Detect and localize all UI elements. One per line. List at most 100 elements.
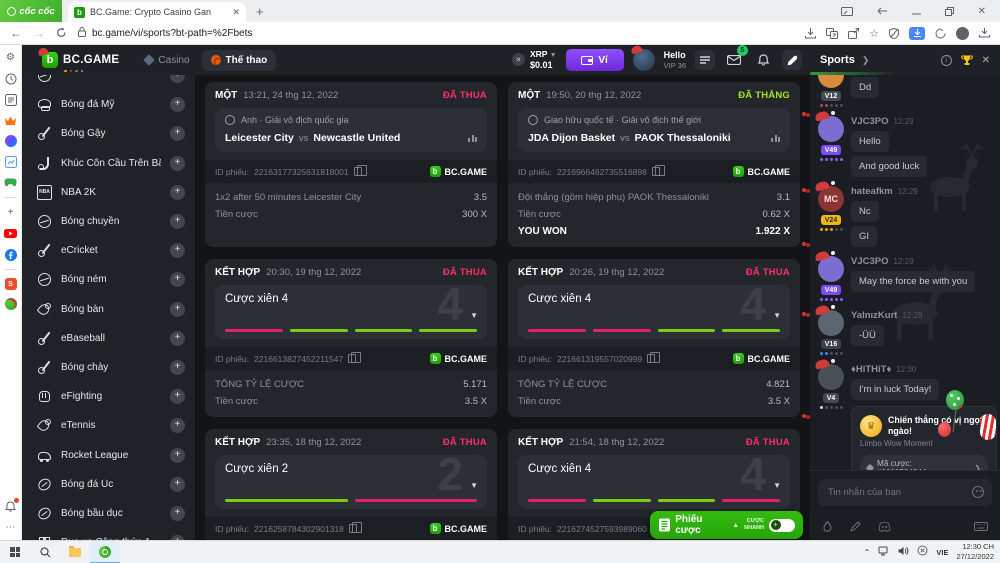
bet-list-icon[interactable] <box>695 50 715 70</box>
back-icon[interactable]: ← <box>10 26 22 40</box>
profile-avatar-icon[interactable] <box>956 26 969 40</box>
volume-icon[interactable] <box>898 543 909 561</box>
sidebar-sport-item[interactable]: eCricket + <box>22 236 195 265</box>
tab-close-icon[interactable]: ✕ <box>232 6 240 17</box>
newsfeed-icon[interactable] <box>4 93 17 106</box>
settings-gear-icon[interactable]: ⚙ <box>6 52 15 63</box>
expand-plus-button[interactable]: + <box>170 447 185 463</box>
chat-avatar[interactable] <box>818 111 844 142</box>
window-close-icon[interactable]: ✕ <box>977 5 986 17</box>
currency-selector[interactable]: ✕ XRP ▼ $0.01 <box>511 49 557 70</box>
chevron-down-icon[interactable]: ▼ <box>773 481 781 490</box>
rewards-crown-icon[interactable] <box>4 114 17 127</box>
chat-avatar[interactable] <box>818 305 844 336</box>
chat-message-input[interactable] <box>818 479 992 506</box>
watermelon-app-icon[interactable] <box>4 298 17 310</box>
quick-bet-toggle[interactable] <box>769 518 795 532</box>
expand-plus-button[interactable]: + <box>170 535 185 540</box>
copy-icon[interactable] <box>651 165 665 176</box>
url-field[interactable]: bc.game/vi/sports?bt-path=%2Fbets <box>78 24 794 42</box>
bookmark-star-icon[interactable]: ☆ <box>869 27 879 40</box>
youtube-icon[interactable] <box>4 227 17 240</box>
info-icon[interactable]: i <box>940 54 952 66</box>
save-page-icon[interactable] <box>805 27 817 39</box>
expand-plus-button[interactable]: + <box>170 359 185 375</box>
taskbar-clock[interactable]: 12:30 CH 27/12/2022 <box>956 542 994 561</box>
chat-avatar[interactable] <box>818 359 844 390</box>
nav-sports[interactable]: Thế thao <box>201 49 277 71</box>
tray-app-icon[interactable] <box>917 543 928 561</box>
sidebar-sport-item[interactable]: Rocket League + <box>22 440 195 469</box>
shield-icon[interactable] <box>889 27 899 39</box>
translate-icon[interactable] <box>826 27 839 39</box>
copy-icon[interactable] <box>348 522 362 533</box>
new-tab-button[interactable]: + <box>256 4 264 19</box>
chat-username[interactable]: hateafkm <box>851 186 893 197</box>
download-active-icon[interactable] <box>909 26 925 40</box>
betslip-button[interactable]: Phiếu cược ▲ CƯỢC NHANH <box>650 511 803 539</box>
discord-icon[interactable] <box>878 521 891 532</box>
messenger-icon[interactable] <box>4 135 17 147</box>
start-button[interactable] <box>0 541 30 563</box>
expand-plus-button[interactable]: + <box>170 97 185 113</box>
wallet-button[interactable]: Ví <box>565 49 624 71</box>
expand-plus-button[interactable]: + <box>170 476 185 492</box>
chat-username[interactable]: ♦HiTHiT♦ <box>851 364 892 375</box>
network-icon[interactable] <box>878 543 890 561</box>
chevron-right-icon[interactable]: ❯ <box>861 54 870 65</box>
sidebar-sport-item[interactable]: Khúc Côn Cầu Trên Băng + <box>22 149 195 178</box>
expand-plus-button[interactable]: + <box>170 184 185 200</box>
sidebar-sport-item[interactable]: NBA NBA 2K + <box>22 178 195 207</box>
chevron-down-icon[interactable]: ▼ <box>470 311 478 320</box>
combo-info[interactable]: Cược xiên 2 2 ▼ <box>215 449 487 509</box>
combo-info[interactable]: Cược xiên 4 4 ▼ <box>518 279 790 339</box>
chat-close-icon[interactable]: ✕ <box>981 54 990 66</box>
coccoc-taskbar-icon[interactable] <box>90 540 120 563</box>
language-indicator[interactable]: VIE <box>936 547 949 557</box>
mail-icon[interactable]: 5 <box>724 45 748 70</box>
expand-plus-button[interactable]: + <box>170 505 185 521</box>
chevron-down-icon[interactable]: ▼ <box>470 481 478 490</box>
add-shortcut-icon[interactable]: + <box>7 207 14 218</box>
rain-feature-icon[interactable] <box>822 521 833 532</box>
expand-plus-button[interactable]: + <box>170 389 185 405</box>
share-icon[interactable] <box>848 27 860 39</box>
nav-casino[interactable]: Casino <box>143 54 190 66</box>
combo-info[interactable]: Cược xiên 4 4 ▼ <box>215 279 487 339</box>
downloads-tray-icon[interactable] <box>979 28 990 38</box>
match-info[interactable]: Giao hữu quốc tế · Giải vô địch thế giới… <box>518 108 790 152</box>
browser-tab[interactable]: b BC.Game: Crypto Casino Gan ✕ <box>68 2 246 22</box>
file-explorer-icon[interactable] <box>60 541 90 563</box>
tray-expand-icon[interactable]: ⌃ <box>863 547 871 557</box>
tab-media-icon[interactable] <box>840 6 853 16</box>
sidebar-sport-item[interactable]: Đua xe Công thức 1 + <box>22 528 195 540</box>
history-icon[interactable] <box>4 72 17 85</box>
tab-search-icon[interactable] <box>877 7 888 15</box>
expand-plus-button[interactable]: + <box>170 126 185 142</box>
taskbar-search-icon[interactable] <box>30 541 60 563</box>
copy-icon[interactable] <box>348 352 362 363</box>
notifications-bell-icon[interactable] <box>4 498 19 513</box>
sidebar-sport-item[interactable]: Bóng Gậy + <box>22 119 195 148</box>
sidebar-sport-item[interactable]: Bóng đá Mỹ + <box>22 90 195 119</box>
sidebar-sport-item[interactable]: eTennis + <box>22 411 195 440</box>
match-info[interactable]: Anh · Giải vô địch quốc gia Leicester Ci… <box>215 108 487 152</box>
keyboard-icon[interactable] <box>974 522 988 531</box>
chat-username[interactable]: YalnızKurt <box>851 310 898 321</box>
expand-plus-button[interactable]: + <box>170 243 185 259</box>
charts-app-icon[interactable] <box>4 155 17 168</box>
notifications-bell-icon[interactable] <box>753 50 773 70</box>
window-minimize-icon[interactable] <box>911 7 921 16</box>
sidebar-sport-item[interactable]: + <box>22 75 195 90</box>
sidebar-sport-item[interactable]: Bóng chuyền + <box>22 207 195 236</box>
sidebar-sport-item[interactable]: Bóng bầu dục + <box>22 499 195 528</box>
chevron-down-icon[interactable]: ▼ <box>773 311 781 320</box>
copy-icon[interactable] <box>353 165 367 176</box>
stats-chart-icon[interactable] <box>771 134 780 142</box>
facebook-icon[interactable] <box>4 248 17 261</box>
chat-avatar[interactable] <box>818 251 844 282</box>
extension-icon[interactable] <box>935 28 946 39</box>
window-restore-icon[interactable] <box>944 6 954 16</box>
expand-plus-button[interactable]: + <box>170 155 185 171</box>
expand-plus-button[interactable]: + <box>170 272 185 288</box>
